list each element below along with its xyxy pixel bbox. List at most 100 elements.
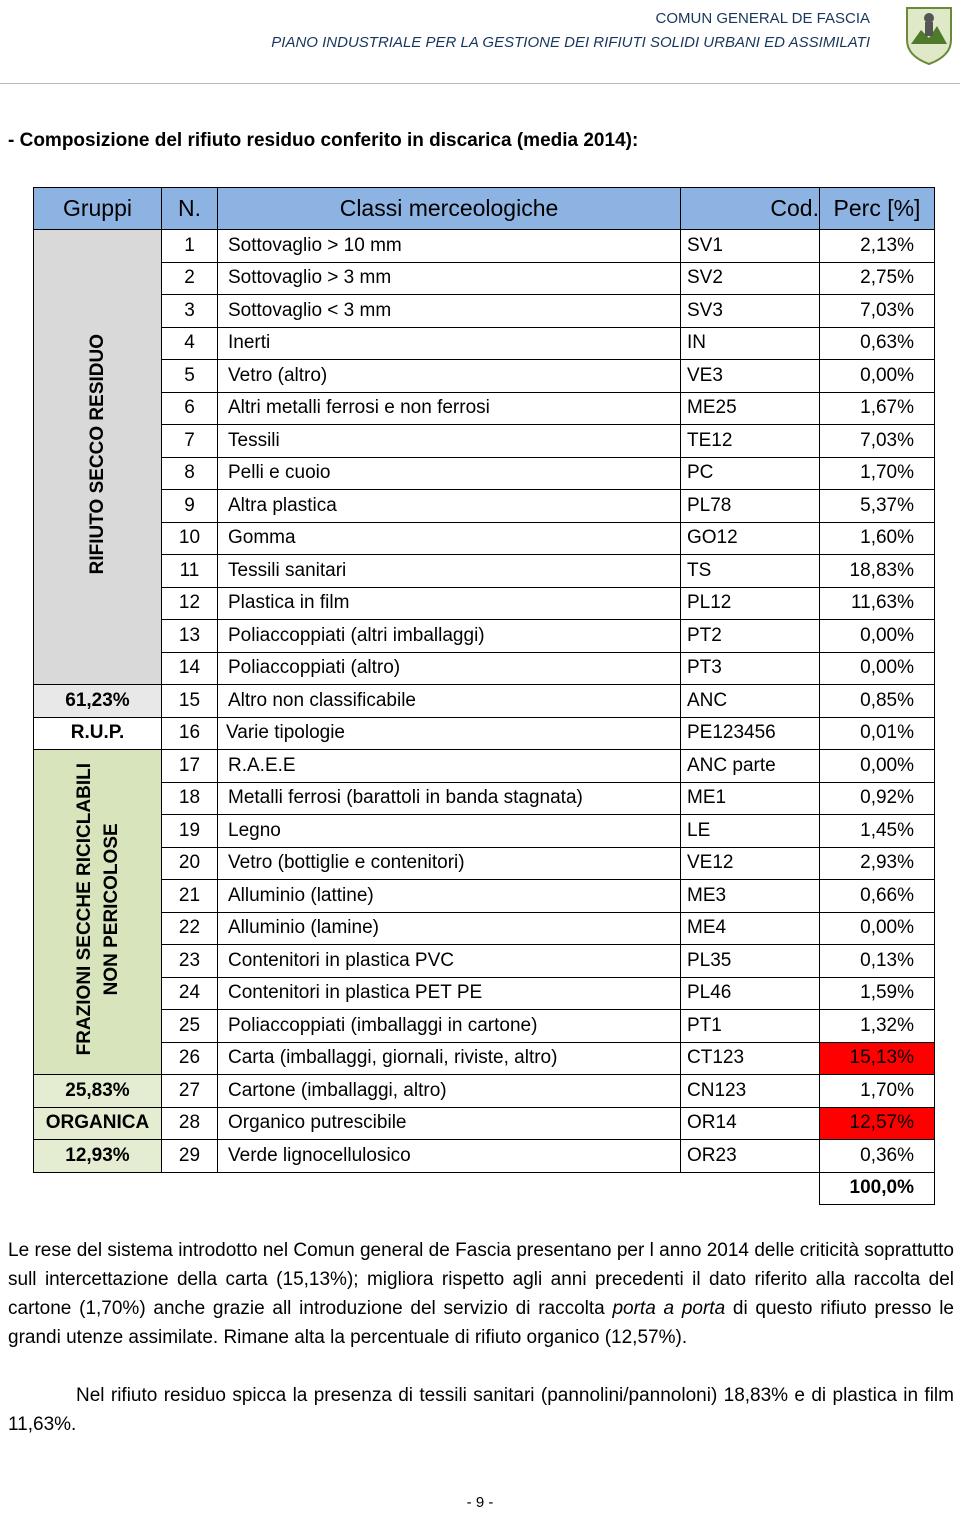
percentage: 1,59% — [819, 976, 935, 1010]
row-number: 14 — [161, 651, 218, 685]
table-row: 13 Poliaccoppiati (altri imballaggi) PT2 0,… — [34, 619, 935, 653]
percentage: 12,57% — [819, 1106, 935, 1140]
table-row: 20 Vetro (bottiglie e contenitori) VE12 2,9… — [34, 846, 935, 880]
percentage: 0,85% — [819, 684, 935, 718]
table-row: 24 Contenitori in plastica PET PE PL46 1,59… — [34, 976, 935, 1010]
class-name: Altri metalli ferrosi e non ferrosi — [217, 391, 681, 425]
table-row: 25 Poliaccoppiati (imballaggi in cartone)… — [34, 1009, 935, 1043]
code: PL35 — [680, 944, 820, 978]
table-row: 19 Legno LE 1,45% — [34, 814, 935, 848]
row-number: 2 — [161, 261, 218, 295]
group-label: RIFIUTO SECCO RESIDUO — [84, 334, 111, 574]
code: ME25 — [680, 391, 820, 425]
table-row: 26 Carta (imballaggi, giornali, riviste, … — [34, 1041, 935, 1075]
percentage: 0,00% — [819, 359, 935, 393]
code: IN — [680, 326, 820, 360]
group-label: ORGANICA — [35, 1112, 161, 1134]
row-number: 8 — [161, 456, 218, 490]
class-name: Inerti — [217, 326, 681, 360]
column-header: Perc [%] — [819, 187, 935, 230]
table-row: 4 Inerti IN 0,63% — [34, 326, 935, 360]
column-header: Gruppi — [33, 187, 162, 230]
table-row: 2 Sottovaglio > 3 mm SV2 2,75% — [34, 261, 935, 295]
row-number: 13 — [161, 619, 218, 653]
row-number: 1 — [161, 229, 218, 263]
row-number: 17 — [161, 749, 218, 783]
class-name: R.A.E.E — [217, 749, 681, 783]
row-number: 10 — [161, 521, 218, 555]
code: PL46 — [680, 976, 820, 1010]
percentage: 2,93% — [819, 846, 935, 880]
row-number: 5 — [161, 359, 218, 393]
class-name: Cartone (imballaggi, altro) — [217, 1074, 681, 1108]
text: Le rese del sistema introdotto nel Comun… — [8, 1240, 954, 1319]
group-label-line: NON PERICOLOSE — [100, 822, 122, 996]
table-row: RIFIUTO SECCO RESIDUO 1 Sottovaglio > 10 m… — [33, 229, 935, 685]
row-number: 7 — [161, 424, 218, 458]
class-name: Gomma — [217, 521, 681, 555]
percentage: 0,92% — [819, 781, 935, 815]
header-rule — [0, 83, 960, 84]
group-cell: R.U.P. — [33, 716, 162, 750]
code: SV2 — [680, 261, 820, 295]
code: PL12 — [680, 586, 820, 620]
row-number: 9 — [161, 489, 218, 523]
header-org: COMUN GENERAL DE FASCIA — [655, 10, 870, 27]
table-row: 10 Gomma GO12 1,60% — [34, 521, 935, 555]
row-number: 4 — [161, 326, 218, 360]
column-header: Cod. — [680, 187, 820, 230]
percentage: 2,13% — [819, 229, 935, 263]
group-cell: FRAZIONI SECCHE RICICLABILI NON PERICOLOS… — [33, 749, 162, 1075]
group-cell: 61,23% — [33, 684, 162, 718]
class-name: Sottovaglio > 3 mm — [217, 261, 681, 295]
text: Nel rifiuto residuo spicca la presenza d… — [8, 1385, 954, 1435]
code: PT3 — [680, 651, 820, 685]
percentage: 0,36% — [819, 1139, 935, 1173]
logo — [906, 7, 952, 66]
class-name: Metalli ferrosi (barattoli in banda stag… — [217, 781, 681, 815]
code: TS — [680, 554, 820, 588]
group-label: 61,23% — [35, 689, 161, 712]
percentage: 0,00% — [819, 749, 935, 783]
class-name: Vetro (bottiglie e contenitori) — [217, 846, 681, 880]
section-title: - Composizione del rifiuto residuo confe… — [8, 130, 639, 151]
table-row: 5 Vetro (altro) VE3 0,00% — [34, 359, 935, 393]
row-number: 20 — [161, 846, 218, 880]
group-label-line: 61,23% — [65, 689, 130, 711]
class-name: Plastica in film — [217, 586, 681, 620]
composition-table: Gruppi N. Classi merceologiche Cod. Perc [%]… — [33, 187, 935, 1205]
percentage: 15,13% — [819, 1041, 935, 1075]
group-label-line: 25,83% — [65, 1079, 130, 1101]
percentage: 0,13% — [819, 944, 935, 978]
percentage: 5,37% — [819, 489, 935, 523]
class-name: Tessili sanitari — [217, 554, 681, 588]
total-row: 100,0% — [34, 1171, 935, 1205]
group-label: 12,93% — [35, 1145, 161, 1167]
table-row: 18 Metalli ferrosi (barattoli in banda st… — [34, 781, 935, 815]
row-number: 16 — [161, 716, 218, 750]
code: ANC parte — [680, 749, 820, 783]
table-row: 12,93% 29 Verde lignocellulosico OR23 0,36% — [33, 1139, 935, 1173]
table-row: FRAZIONI SECCHE RICICLABILI NON PERICOLOS… — [33, 749, 935, 1075]
class-name: Poliaccoppiati (altro) — [217, 651, 681, 685]
row-number: 12 — [161, 586, 218, 620]
table-row: 21 Alluminio (lattine) ME3 0,66% — [34, 879, 935, 913]
blank — [34, 1172, 820, 1205]
class-name: Alluminio (lamine) — [217, 911, 681, 945]
page-number: - 9 - — [466, 1494, 494, 1511]
class-name: Vetro (altro) — [217, 359, 681, 393]
table-row: 12 Plastica in film PL12 11,63% — [34, 586, 935, 620]
group-label-line: R.U.P. — [70, 722, 125, 744]
percentage: 0,00% — [819, 911, 935, 945]
percentage: 1,70% — [819, 456, 935, 490]
code: ME4 — [680, 911, 820, 945]
code: SV3 — [680, 294, 820, 328]
class-name: Altra plastica — [217, 489, 681, 523]
row-number: 6 — [161, 391, 218, 425]
percentage: 1,45% — [819, 814, 935, 848]
code: PT2 — [680, 619, 820, 653]
class-name: Contenitori in plastica PET PE — [217, 976, 681, 1010]
row-number: 28 — [161, 1106, 218, 1140]
percentage: 2,75% — [819, 261, 935, 295]
code: CN123 — [680, 1074, 820, 1108]
